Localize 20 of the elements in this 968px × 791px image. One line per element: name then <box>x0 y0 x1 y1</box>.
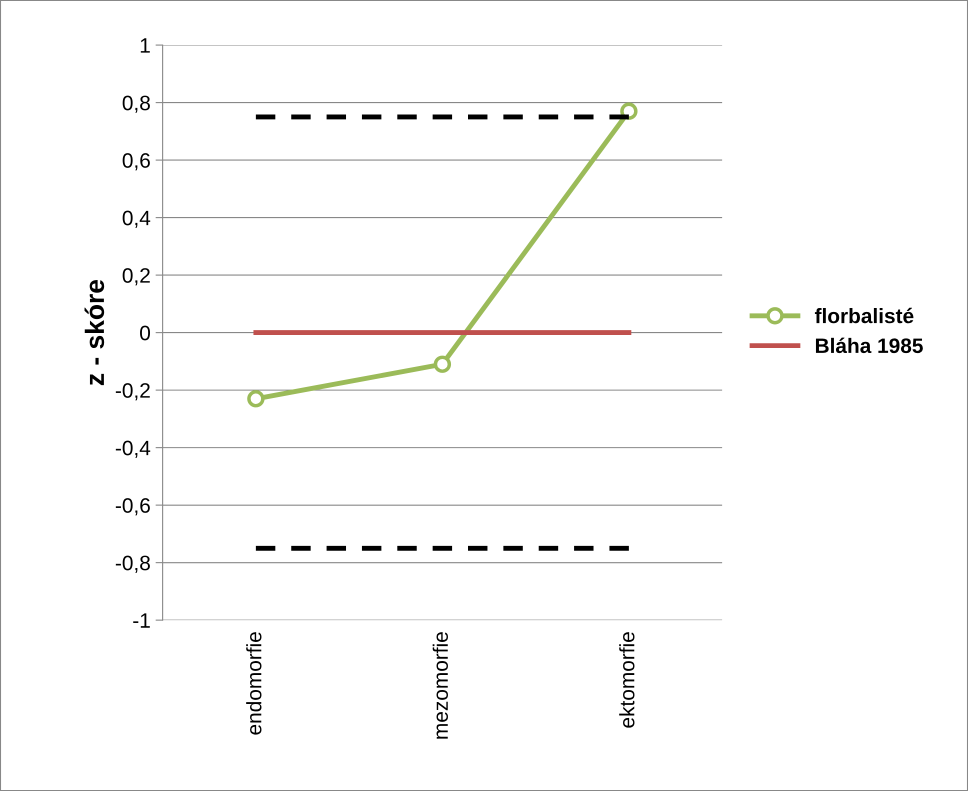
y-tick-label: -0,6 <box>116 498 150 516</box>
x-tick-label: mezomorfie <box>432 632 448 739</box>
point <box>620 102 638 120</box>
legend-label: Bláha 1985 <box>816 338 923 354</box>
x-tick-label: ektomorfie <box>619 632 634 728</box>
y-tick-label: 1 <box>140 38 150 53</box>
point <box>434 356 452 373</box>
y-tick-label: 0,2 <box>122 268 150 286</box>
legend-label: florbalisté <box>814 308 914 324</box>
y-tick-label: -0,4 <box>116 440 150 458</box>
y-axis-title: z - skóre <box>84 280 104 386</box>
y-tick-label: 0,8 <box>122 96 150 113</box>
point <box>247 390 265 408</box>
y-tick-label: 0 <box>140 326 150 340</box>
x-tick-label: endomorfie <box>246 632 262 735</box>
y-tick-label: 0,4 <box>122 210 150 228</box>
y-tick-label: -0,8 <box>116 556 150 573</box>
y-tick-label: -1 <box>133 613 150 628</box>
y-tick-label: 0,6 <box>122 153 150 170</box>
y-tick-label: -0,2 <box>116 383 150 400</box>
